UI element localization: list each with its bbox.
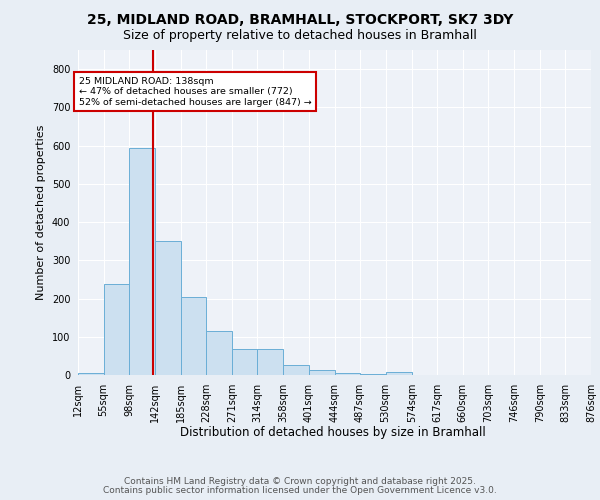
- Bar: [181, 296, 206, 375]
- Bar: [386, 372, 412, 375]
- Bar: [129, 148, 155, 375]
- Bar: [283, 366, 309, 375]
- Text: Distribution of detached houses by size in Bramhall: Distribution of detached houses by size …: [180, 426, 486, 439]
- Bar: [155, 241, 181, 375]
- Bar: [232, 349, 257, 375]
- Bar: [360, 374, 386, 375]
- Text: 25, MIDLAND ROAD, BRAMHALL, STOCKPORT, SK7 3DY: 25, MIDLAND ROAD, BRAMHALL, STOCKPORT, S…: [87, 12, 513, 26]
- Text: Size of property relative to detached houses in Bramhall: Size of property relative to detached ho…: [123, 29, 477, 42]
- Text: Contains public sector information licensed under the Open Government Licence v3: Contains public sector information licen…: [103, 486, 497, 495]
- Bar: [206, 331, 232, 375]
- Bar: [78, 373, 104, 375]
- Text: Contains HM Land Registry data © Crown copyright and database right 2025.: Contains HM Land Registry data © Crown c…: [124, 477, 476, 486]
- Bar: [309, 370, 335, 375]
- Bar: [335, 373, 360, 375]
- Y-axis label: Number of detached properties: Number of detached properties: [37, 125, 46, 300]
- Bar: [104, 284, 129, 375]
- Bar: [257, 349, 283, 375]
- Text: 25 MIDLAND ROAD: 138sqm
← 47% of detached houses are smaller (772)
52% of semi-d: 25 MIDLAND ROAD: 138sqm ← 47% of detache…: [79, 77, 311, 106]
